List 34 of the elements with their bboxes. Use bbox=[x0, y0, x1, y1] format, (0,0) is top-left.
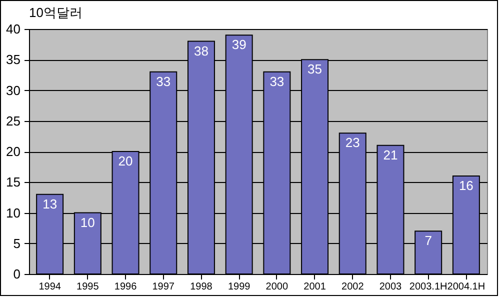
y-tick-label: 25 bbox=[6, 113, 20, 128]
y-tick-label: 15 bbox=[6, 174, 20, 190]
data-label: 10 bbox=[80, 214, 95, 230]
data-label: 21 bbox=[383, 147, 398, 162]
x-tick-label: 1995 bbox=[76, 282, 100, 292]
data-label: 16 bbox=[458, 178, 474, 193]
data-label: 7 bbox=[424, 233, 432, 248]
data-label: 20 bbox=[118, 154, 133, 168]
y-tick-label: 35 bbox=[6, 52, 20, 68]
x-tick-label: 2002 bbox=[342, 282, 364, 292]
y-tick-label: 10 bbox=[6, 205, 20, 220]
x-tick-label: 1996 bbox=[114, 282, 138, 292]
y-tick-label: 30 bbox=[6, 82, 20, 98]
data-label: 13 bbox=[42, 196, 58, 212]
y-axis-title: 10억달러 bbox=[29, 5, 82, 20]
data-label: 35 bbox=[308, 62, 322, 77]
x-tick-label: 1998 bbox=[190, 282, 213, 292]
data-label: 23 bbox=[345, 135, 360, 150]
x-tick-label: 2003.1H bbox=[409, 282, 448, 292]
data-label: 38 bbox=[194, 43, 208, 58]
x-tick-label: 2000 bbox=[266, 282, 288, 292]
x-tick-label: 1999 bbox=[228, 282, 251, 292]
x-tick-label: 2004.1H bbox=[447, 282, 486, 292]
y-tick-label: 5 bbox=[13, 236, 20, 251]
y-tick-label: 0 bbox=[13, 266, 20, 282]
x-tick-label: 1997 bbox=[152, 282, 175, 292]
y-tick-label: 20 bbox=[6, 144, 20, 159]
x-tick-label: 2003 bbox=[379, 282, 402, 292]
x-tick-label: 1994 bbox=[38, 282, 62, 292]
data-label: 33 bbox=[156, 74, 171, 89]
x-tick-label: 2001 bbox=[304, 282, 326, 292]
data-label: 39 bbox=[232, 37, 246, 52]
data-label: 33 bbox=[270, 74, 284, 89]
y-tick-label: 40 bbox=[6, 22, 20, 36]
